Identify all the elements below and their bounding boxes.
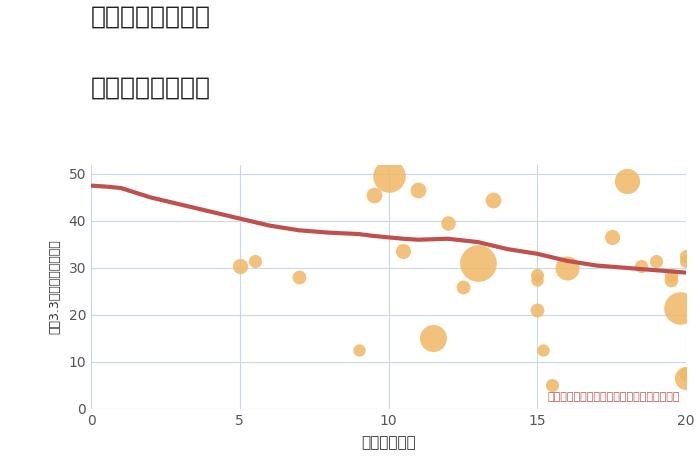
Point bbox=[651, 257, 662, 265]
Point bbox=[487, 196, 498, 204]
Point bbox=[457, 283, 468, 290]
Point bbox=[398, 248, 409, 255]
X-axis label: 駅距離（分）: 駅距離（分） bbox=[361, 435, 416, 450]
Point bbox=[532, 276, 543, 283]
Point bbox=[680, 252, 692, 260]
Point bbox=[532, 271, 543, 279]
Point bbox=[547, 382, 558, 389]
Point bbox=[561, 264, 573, 272]
Point bbox=[413, 187, 424, 194]
Point bbox=[234, 262, 246, 269]
Text: 千葉県柏市緑台の: 千葉県柏市緑台の bbox=[91, 5, 211, 29]
Point bbox=[680, 257, 692, 265]
Point bbox=[353, 346, 364, 354]
Point bbox=[621, 177, 632, 185]
Point bbox=[666, 271, 677, 279]
Text: 駅距離別土地価格: 駅距離別土地価格 bbox=[91, 75, 211, 99]
Point bbox=[294, 274, 305, 281]
Point bbox=[472, 259, 483, 267]
Point bbox=[428, 335, 439, 342]
Point bbox=[532, 306, 543, 314]
Point bbox=[636, 262, 647, 269]
Point bbox=[680, 370, 692, 377]
Point bbox=[680, 375, 692, 382]
Point bbox=[249, 257, 260, 265]
Text: 円の大きさは、取引のあった物件面積を示す: 円の大きさは、取引のあった物件面積を示す bbox=[547, 392, 680, 402]
Y-axis label: 坪（3.3㎡）単価（万円）: 坪（3.3㎡）単価（万円） bbox=[48, 239, 62, 334]
Point bbox=[383, 172, 394, 180]
Point bbox=[442, 219, 454, 227]
Point bbox=[538, 346, 549, 354]
Point bbox=[368, 191, 379, 199]
Point bbox=[666, 276, 677, 283]
Point bbox=[675, 304, 686, 312]
Point bbox=[606, 234, 617, 241]
